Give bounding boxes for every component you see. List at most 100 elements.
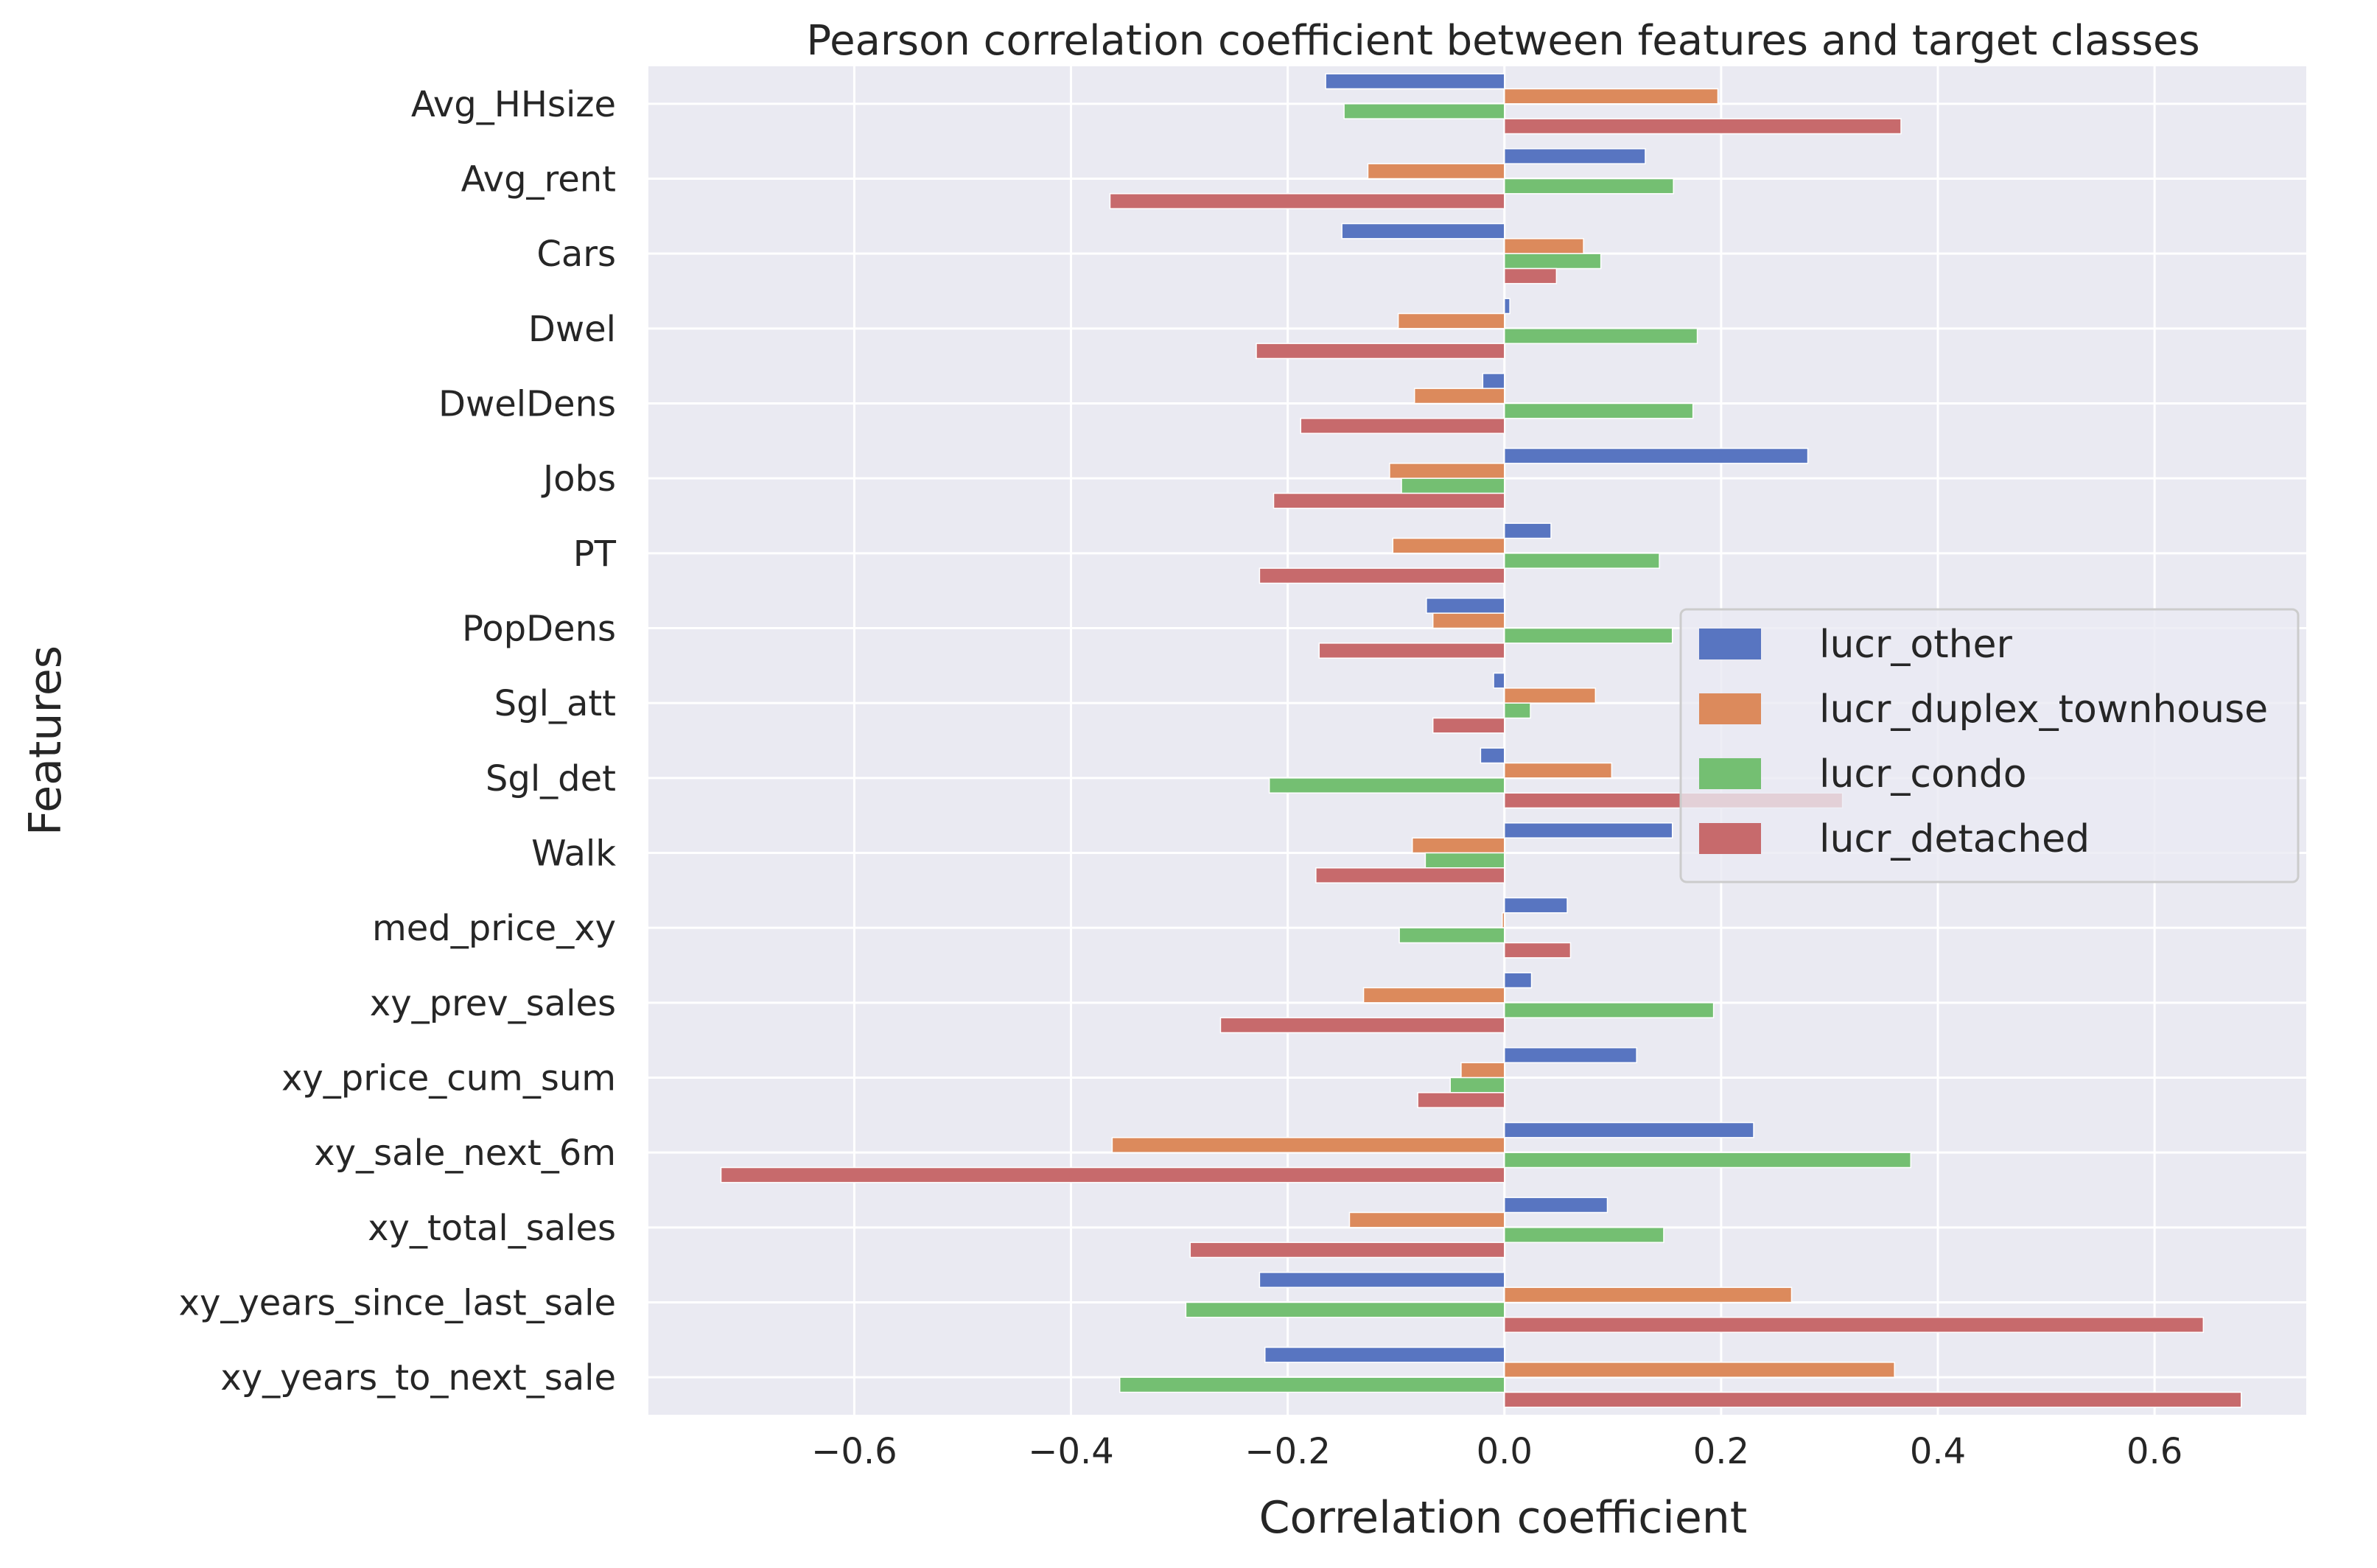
x-tick-label: −0.2 [1244, 1431, 1331, 1472]
bar-lucr_other [1504, 897, 1568, 914]
y-axis-label: Features [20, 645, 71, 836]
bar-lucr_duplex_townhouse [1389, 463, 1505, 479]
bar-lucr_condo [1504, 1152, 1911, 1169]
bar-lucr_duplex_townhouse [1502, 912, 1505, 928]
legend-swatch-lucr_other [1699, 629, 1761, 659]
bar-lucr_detached [1300, 418, 1505, 434]
x-tick-label: 0.2 [1693, 1431, 1749, 1472]
y-tick-label: xy_prev_sales [370, 983, 616, 1024]
bar-lucr_detached [1504, 267, 1558, 284]
bar-lucr_other [1504, 148, 1646, 164]
legend-label: lucr_duplex_townhouse [1819, 687, 2268, 732]
y-tick-label: PopDens [462, 609, 616, 650]
legend: lucr_other lucr_duplex_townhouse lucr_cond… [1679, 608, 2300, 883]
y-tick-label: xy_years_since_last_sale [179, 1283, 616, 1324]
y-tick-label: DwelDens [438, 384, 616, 425]
y-tick-label: Avg_HHsize [411, 84, 616, 125]
bar-lucr_other [1504, 822, 1673, 839]
bar-lucr_condo [1401, 477, 1505, 494]
y-tick-labels: Avg_HHsize Avg_rent Cars Dwel DwelDens Jobs PT… [179, 84, 617, 1399]
y-tick-label: Sgl_att [494, 683, 616, 724]
x-tick-label: −0.4 [1028, 1431, 1114, 1472]
bar-lucr_duplex_townhouse [1504, 1287, 1793, 1303]
bar-lucr_condo [1504, 1227, 1664, 1243]
bar-lucr_detached [720, 1166, 1505, 1183]
bar-lucr_detached [1504, 1391, 2242, 1408]
bar-lucr_other [1504, 1047, 1637, 1063]
bar-lucr_condo [1504, 1002, 1715, 1018]
bar-lucr_other [1480, 747, 1505, 764]
bar-lucr_other [1482, 373, 1505, 389]
bar-lucr_duplex_townhouse [1392, 537, 1505, 554]
bar-lucr_duplex_townhouse [1504, 88, 1719, 105]
bar-lucr_other [1426, 598, 1505, 614]
legend-swatch-lucr_condo [1699, 758, 1761, 789]
x-axis-label: Correlation coefficient [1259, 1492, 1748, 1544]
legend-label: lucr_detached [1819, 817, 2090, 861]
bar-lucr_condo [1119, 1376, 1505, 1393]
bar-lucr_other [1264, 1346, 1505, 1363]
bar-lucr_duplex_townhouse [1460, 1062, 1505, 1079]
legend-frame [1679, 608, 2300, 883]
bar-lucr_duplex_townhouse [1504, 1362, 1895, 1378]
y-tick-label: xy_total_sales [368, 1208, 616, 1249]
chart-title: Pearson correlation coefficient between … [806, 17, 2199, 65]
bar-lucr_other [1325, 73, 1505, 90]
bar-lucr_duplex_townhouse [1504, 687, 1597, 704]
bar-lucr_detached [1109, 193, 1505, 209]
y-tick-label: Walk [531, 833, 616, 875]
bar-lucr_other [1493, 672, 1505, 689]
y-tick-label: xy_years_to_next_sale [220, 1357, 616, 1399]
bar-lucr_detached [1258, 567, 1505, 584]
bar-lucr_condo [1398, 927, 1505, 944]
y-tick-label: med_price_xy [372, 908, 616, 949]
bar-lucr_other [1504, 447, 1809, 464]
bar-lucr_duplex_townhouse [1348, 1211, 1505, 1228]
bar-lucr_other [1504, 972, 1533, 989]
x-tick-labels: −0.6 −0.4 −0.2 0.0 0.2 0.4 0.6 [811, 1431, 2182, 1472]
bar-lucr_condo [1504, 328, 1698, 344]
legend-swatch-lucr_detached [1699, 823, 1761, 854]
x-tick-label: 0.6 [2126, 1431, 2182, 1472]
bar-lucr_detached [1417, 1092, 1505, 1108]
bar-lucr_detached [1256, 343, 1505, 360]
x-tick-label: −0.6 [811, 1431, 897, 1472]
bar-lucr_duplex_townhouse [1111, 1137, 1505, 1153]
x-tick-label: 0.4 [1910, 1431, 1966, 1472]
bar-lucr_condo [1504, 253, 1602, 270]
bar-lucr_duplex_townhouse [1413, 388, 1505, 405]
bar-lucr_duplex_townhouse [1397, 312, 1505, 329]
bar-lucr_condo [1268, 777, 1505, 794]
y-tick-label: Sgl_det [486, 758, 616, 799]
bar-lucr_detached [1432, 717, 1505, 734]
bar-lucr_detached [1318, 643, 1505, 659]
bar-lucr_duplex_townhouse [1412, 837, 1505, 854]
bar-lucr_detached [1504, 118, 1902, 135]
bar-lucr_condo [1504, 553, 1660, 569]
bar-lucr_condo [1504, 178, 1674, 195]
y-tick-label: xy_price_cum_sum [281, 1058, 616, 1099]
bar-lucr_condo [1424, 852, 1505, 869]
bar-lucr_condo [1504, 702, 1531, 719]
bar-lucr_duplex_townhouse [1504, 238, 1584, 254]
y-tick-label: Cars [536, 234, 616, 275]
bar-lucr_duplex_townhouse [1367, 163, 1505, 180]
y-tick-label: PT [573, 533, 617, 575]
y-tick-label: Jobs [541, 458, 616, 500]
bar-lucr_other [1504, 1197, 1608, 1214]
bar-lucr_detached [1189, 1242, 1505, 1259]
bar-lucr_duplex_townhouse [1432, 612, 1505, 629]
y-tick-label: xy_sale_next_6m [314, 1133, 616, 1174]
legend-label: lucr_condo [1819, 752, 2027, 797]
bar-lucr_condo [1343, 103, 1505, 119]
bar-lucr_other [1504, 298, 1510, 315]
legend-label: lucr_other [1819, 623, 2013, 667]
bar-lucr_condo [1504, 627, 1673, 644]
y-tick-label: Dwel [528, 309, 616, 350]
bar-lucr_detached [1219, 1017, 1505, 1034]
legend-swatch-lucr_duplex_townhouse [1699, 693, 1761, 724]
bar-lucr_other [1341, 223, 1505, 239]
bar-lucr_duplex_townhouse [1504, 762, 1613, 779]
